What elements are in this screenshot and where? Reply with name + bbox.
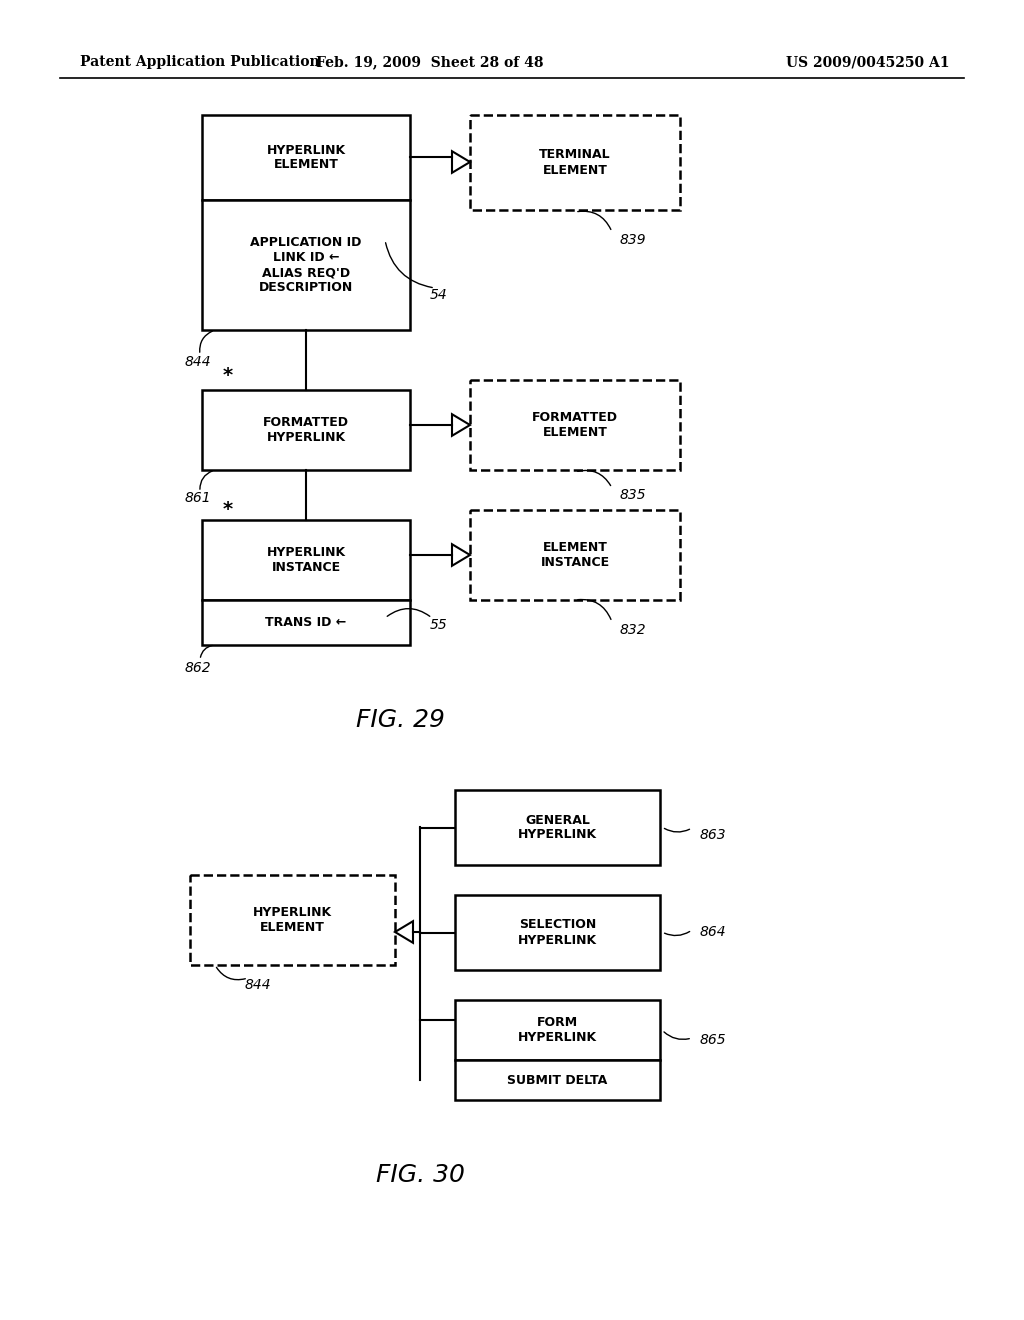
Text: 863: 863 bbox=[700, 828, 727, 842]
Bar bbox=[455, 1060, 660, 1100]
Text: 861: 861 bbox=[185, 491, 212, 506]
Text: TERMINAL
ELEMENT: TERMINAL ELEMENT bbox=[540, 149, 610, 177]
Text: *: * bbox=[223, 366, 233, 384]
Text: SUBMIT DELTA: SUBMIT DELTA bbox=[507, 1073, 607, 1086]
Text: 55: 55 bbox=[430, 618, 447, 632]
Bar bbox=[455, 1001, 660, 1060]
Bar bbox=[470, 380, 680, 470]
Text: US 2009/0045250 A1: US 2009/0045250 A1 bbox=[786, 55, 950, 69]
Text: 862: 862 bbox=[185, 661, 212, 675]
Text: 832: 832 bbox=[620, 623, 646, 638]
Text: GENERAL
HYPERLINK: GENERAL HYPERLINK bbox=[518, 813, 597, 842]
Text: TRANS ID ←: TRANS ID ← bbox=[265, 616, 347, 630]
Bar bbox=[202, 201, 410, 330]
Text: FORMATTED
HYPERLINK: FORMATTED HYPERLINK bbox=[263, 416, 349, 444]
Text: FORM
HYPERLINK: FORM HYPERLINK bbox=[518, 1016, 597, 1044]
Text: *: * bbox=[223, 500, 233, 520]
Text: FORMATTED
ELEMENT: FORMATTED ELEMENT bbox=[532, 411, 618, 440]
Text: 864: 864 bbox=[700, 925, 727, 939]
Text: Patent Application Publication: Patent Application Publication bbox=[80, 55, 319, 69]
Text: 839: 839 bbox=[620, 234, 646, 247]
Text: APPLICATION ID
LINK ID ←
ALIAS REQ'D
DESCRIPTION: APPLICATION ID LINK ID ← ALIAS REQ'D DES… bbox=[250, 236, 361, 294]
Text: HYPERLINK
ELEMENT: HYPERLINK ELEMENT bbox=[266, 144, 345, 172]
Bar bbox=[455, 895, 660, 970]
Bar bbox=[202, 601, 410, 645]
Bar bbox=[202, 115, 410, 201]
Text: 844: 844 bbox=[245, 978, 271, 993]
Text: 54: 54 bbox=[430, 288, 447, 302]
Bar bbox=[202, 520, 410, 601]
Text: ELEMENT
INSTANCE: ELEMENT INSTANCE bbox=[541, 541, 609, 569]
Bar bbox=[470, 510, 680, 601]
Text: FIG. 30: FIG. 30 bbox=[376, 1163, 465, 1187]
Bar bbox=[190, 875, 395, 965]
Text: HYPERLINK
ELEMENT: HYPERLINK ELEMENT bbox=[253, 906, 332, 935]
Text: 865: 865 bbox=[700, 1034, 727, 1047]
Text: Feb. 19, 2009  Sheet 28 of 48: Feb. 19, 2009 Sheet 28 of 48 bbox=[316, 55, 544, 69]
Bar bbox=[470, 115, 680, 210]
Text: HYPERLINK
INSTANCE: HYPERLINK INSTANCE bbox=[266, 546, 345, 574]
Text: 835: 835 bbox=[620, 488, 646, 502]
Text: SELECTION
HYPERLINK: SELECTION HYPERLINK bbox=[518, 919, 597, 946]
Bar bbox=[202, 389, 410, 470]
Bar bbox=[455, 789, 660, 865]
Text: FIG. 29: FIG. 29 bbox=[355, 708, 444, 733]
Text: 844: 844 bbox=[185, 355, 212, 370]
